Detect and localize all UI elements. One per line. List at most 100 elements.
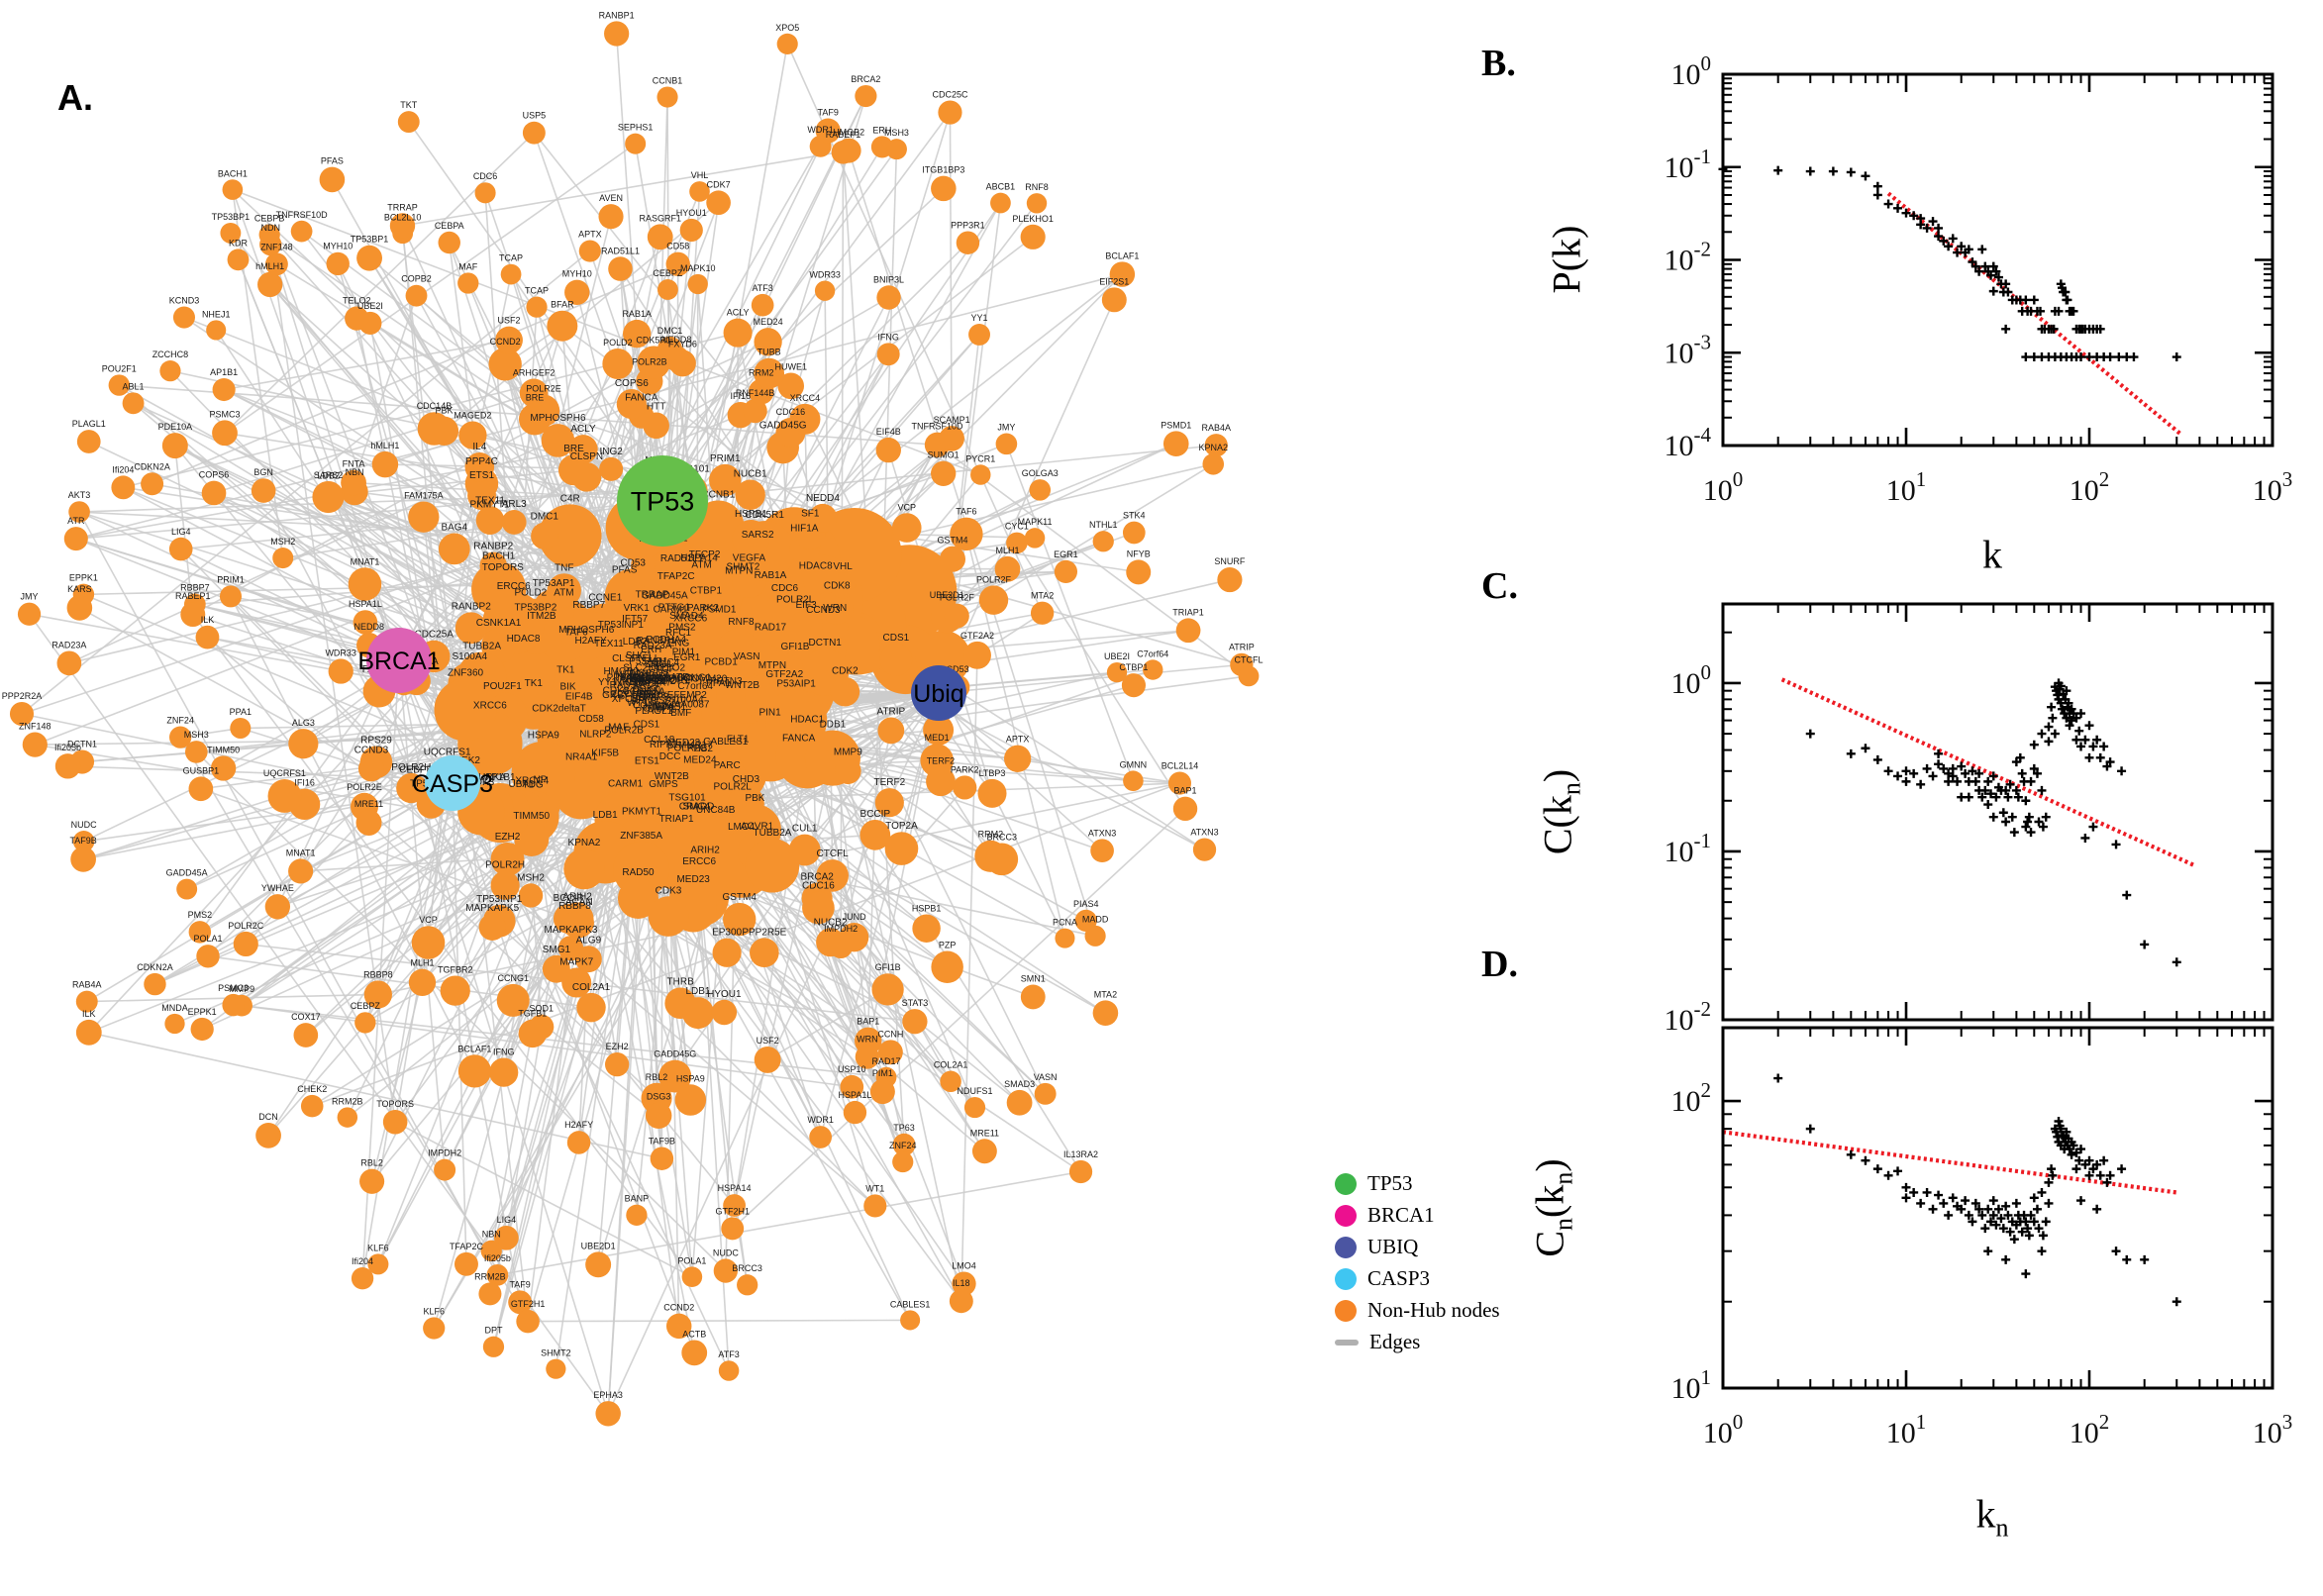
network-node[interactable] [647,224,673,250]
network-node[interactable] [939,426,964,451]
network-node[interactable] [863,1194,887,1218]
network-node[interactable] [184,741,208,763]
network-node[interactable] [879,643,913,676]
network-node[interactable] [328,658,354,684]
network-node[interactable] [22,732,48,757]
network-node[interactable] [839,922,869,952]
network-node[interactable] [706,190,731,216]
network-node[interactable] [723,318,753,348]
network-node[interactable] [501,510,527,535]
network-node[interactable] [876,285,901,310]
network-node[interactable] [54,753,81,779]
network-node[interactable] [836,138,861,163]
network-node[interactable] [538,504,602,567]
network-node[interactable] [258,224,280,246]
network-node[interactable] [489,1057,519,1087]
network-node[interactable] [257,271,283,298]
network-node[interactable] [1192,838,1217,861]
network-node[interactable] [1121,673,1146,698]
network-node[interactable] [963,1096,986,1119]
network-node[interactable] [405,284,428,307]
network-node[interactable] [891,513,922,543]
network-node[interactable] [144,972,166,996]
network-node[interactable] [518,883,544,908]
network-node[interactable] [626,1204,648,1226]
network-node[interactable] [1034,1082,1057,1105]
network-node[interactable] [568,435,598,464]
network-node[interactable] [995,433,1018,455]
network-node[interactable] [1020,224,1046,249]
network-node[interactable] [687,273,708,295]
network-node[interactable] [931,460,957,486]
network-node[interactable] [1026,193,1048,214]
network-node[interactable] [564,279,590,306]
network-node[interactable] [970,464,991,485]
network-node[interactable] [367,1253,389,1275]
network-node[interactable] [843,1100,867,1125]
network-node[interactable] [547,310,578,342]
network-node[interactable] [814,280,836,301]
network-node[interactable] [723,902,757,937]
network-node[interactable] [408,968,437,996]
network-node[interactable] [172,306,196,329]
network-node[interactable] [977,778,1007,808]
network-node[interactable] [809,1126,832,1148]
network-node[interactable] [542,954,570,983]
network-node[interactable] [195,625,220,649]
network-node[interactable] [196,945,220,968]
network-node[interactable] [454,612,487,645]
network-node[interactable] [251,478,276,503]
network-node[interactable] [1054,559,1078,584]
network-node[interactable] [923,714,955,746]
network-node[interactable] [681,997,714,1030]
network-node[interactable] [712,938,742,967]
network-node[interactable] [777,372,805,400]
network-node[interactable] [1167,771,1192,795]
network-node[interactable] [546,1358,566,1379]
network-node[interactable] [500,263,522,285]
network-node[interactable] [210,755,237,781]
network-node[interactable] [656,86,678,108]
network-node[interactable] [434,678,497,742]
network-node[interactable] [496,983,530,1017]
network-node[interactable] [345,306,369,331]
network-node[interactable] [902,1009,928,1035]
network-node[interactable] [1109,261,1136,287]
network-node[interactable] [830,676,860,707]
network-node[interactable] [1092,531,1114,552]
hub-node-ubiq[interactable] [911,665,966,721]
network-node[interactable] [802,891,835,925]
network-node[interactable] [718,1360,740,1381]
network-node[interactable] [1084,925,1106,947]
network-node[interactable] [563,848,605,890]
network-node[interactable] [474,182,496,204]
network-node[interactable] [486,1263,509,1286]
network-node[interactable] [604,1052,630,1077]
network-node[interactable] [1217,567,1243,593]
network-node[interactable] [70,847,96,872]
network-node[interactable] [353,610,378,635]
network-node[interactable] [212,420,238,447]
network-node[interactable] [616,389,647,420]
network-node[interactable] [478,913,506,941]
network-node[interactable] [519,378,549,408]
network-node[interactable] [190,1017,214,1042]
network-node[interactable] [490,870,520,900]
network-node[interactable] [354,1012,376,1034]
network-node[interactable] [815,118,841,144]
network-node[interactable] [681,1266,703,1287]
network-node[interactable] [732,520,770,557]
network-node[interactable] [622,319,652,349]
network-node[interactable] [869,1079,895,1105]
network-node[interactable] [508,1290,533,1315]
network-node[interactable] [440,975,470,1006]
network-node[interactable] [711,999,738,1026]
network-node[interactable] [371,450,399,478]
network-node[interactable] [750,938,779,968]
network-node[interactable] [884,832,919,865]
network-node[interactable] [665,1313,692,1340]
network-node[interactable] [743,399,767,424]
network-node[interactable] [300,1094,324,1118]
network-node[interactable] [458,421,487,449]
network-node[interactable] [754,357,785,389]
